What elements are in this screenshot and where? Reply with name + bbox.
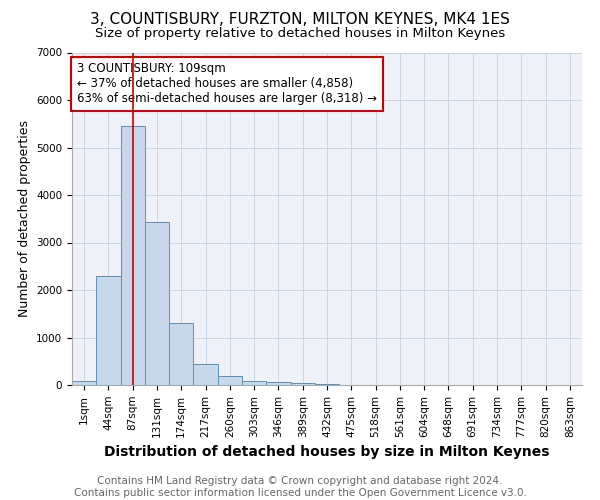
Text: Size of property relative to detached houses in Milton Keynes: Size of property relative to detached ho… <box>95 28 505 40</box>
Bar <box>121 126 145 385</box>
Bar <box>145 222 169 385</box>
Text: 3, COUNTISBURY, FURZTON, MILTON KEYNES, MK4 1ES: 3, COUNTISBURY, FURZTON, MILTON KEYNES, … <box>90 12 510 28</box>
Bar <box>315 384 339 385</box>
Bar <box>193 364 218 385</box>
Bar <box>242 380 266 385</box>
Text: Contains HM Land Registry data © Crown copyright and database right 2024.
Contai: Contains HM Land Registry data © Crown c… <box>74 476 526 498</box>
Text: 3 COUNTISBURY: 109sqm
← 37% of detached houses are smaller (4,858)
63% of semi-d: 3 COUNTISBURY: 109sqm ← 37% of detached … <box>77 62 377 106</box>
Y-axis label: Number of detached properties: Number of detached properties <box>17 120 31 318</box>
Bar <box>169 324 193 385</box>
Bar <box>96 276 121 385</box>
Bar <box>72 382 96 385</box>
X-axis label: Distribution of detached houses by size in Milton Keynes: Distribution of detached houses by size … <box>104 445 550 459</box>
Bar <box>290 382 315 385</box>
Bar <box>218 376 242 385</box>
Bar <box>266 382 290 385</box>
